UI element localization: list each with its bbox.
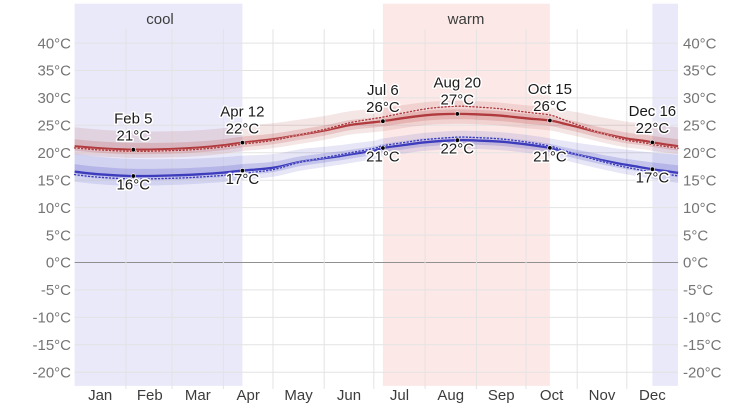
svg-text:27°C: 27°C [441,92,475,109]
svg-text:21°C: 21°C [117,127,151,144]
svg-text:26°C: 26°C [533,98,567,115]
svg-text:Aug 20: Aug 20 [434,75,482,92]
svg-text:Feb 5: Feb 5 [114,110,152,127]
svg-text:Jul: Jul [390,387,409,404]
svg-text:21°C: 21°C [366,149,400,166]
svg-text:Apr 12: Apr 12 [220,103,264,120]
svg-text:40°C: 40°C [37,35,71,52]
svg-text:cool: cool [146,11,174,28]
svg-text:-10°C: -10°C [683,310,722,327]
svg-text:30°C: 30°C [683,90,717,107]
svg-text:20°C: 20°C [683,145,717,162]
svg-text:Sep: Sep [488,387,515,404]
svg-text:5°C: 5°C [683,227,708,244]
svg-text:0°C: 0°C [683,255,708,272]
svg-text:-20°C: -20°C [32,364,71,381]
svg-text:25°C: 25°C [683,118,717,135]
svg-text:25°C: 25°C [37,118,71,135]
svg-text:16°C: 16°C [117,177,151,194]
svg-text:30°C: 30°C [37,90,71,107]
svg-text:-15°C: -15°C [683,337,722,354]
svg-text:Oct 15: Oct 15 [528,81,572,98]
svg-text:10°C: 10°C [683,200,717,217]
svg-text:15°C: 15°C [683,172,717,189]
svg-text:26°C: 26°C [366,99,400,116]
svg-text:-5°C: -5°C [41,282,71,299]
svg-text:-5°C: -5°C [683,282,713,299]
svg-text:22°C: 22°C [441,141,475,158]
svg-text:5°C: 5°C [46,227,71,244]
svg-text:-20°C: -20°C [683,364,722,381]
svg-text:Feb: Feb [137,387,163,404]
svg-text:-10°C: -10°C [32,310,71,327]
svg-text:Dec: Dec [639,387,666,404]
svg-text:Nov: Nov [589,387,616,404]
svg-text:22°C: 22°C [636,120,670,137]
svg-text:Dec 16: Dec 16 [629,103,677,120]
svg-text:May: May [284,387,313,404]
svg-text:Jul 6: Jul 6 [367,82,399,99]
svg-text:35°C: 35°C [37,63,71,80]
svg-text:17°C: 17°C [226,171,260,188]
svg-text:warm: warm [447,11,485,28]
svg-text:10°C: 10°C [37,200,71,217]
svg-text:15°C: 15°C [37,172,71,189]
svg-text:0°C: 0°C [46,255,71,272]
svg-text:35°C: 35°C [683,63,717,80]
svg-text:40°C: 40°C [683,35,717,52]
svg-text:20°C: 20°C [37,145,71,162]
svg-text:Jan: Jan [88,387,112,404]
svg-text:Oct: Oct [540,387,564,404]
svg-text:Apr: Apr [237,387,260,404]
svg-text:22°C: 22°C [226,120,260,137]
svg-text:17°C: 17°C [636,170,670,187]
svg-text:21°C: 21°C [533,148,567,165]
svg-text:Mar: Mar [185,387,211,404]
svg-text:Aug: Aug [437,387,464,404]
svg-text:-15°C: -15°C [32,337,71,354]
svg-text:Jun: Jun [337,387,361,404]
